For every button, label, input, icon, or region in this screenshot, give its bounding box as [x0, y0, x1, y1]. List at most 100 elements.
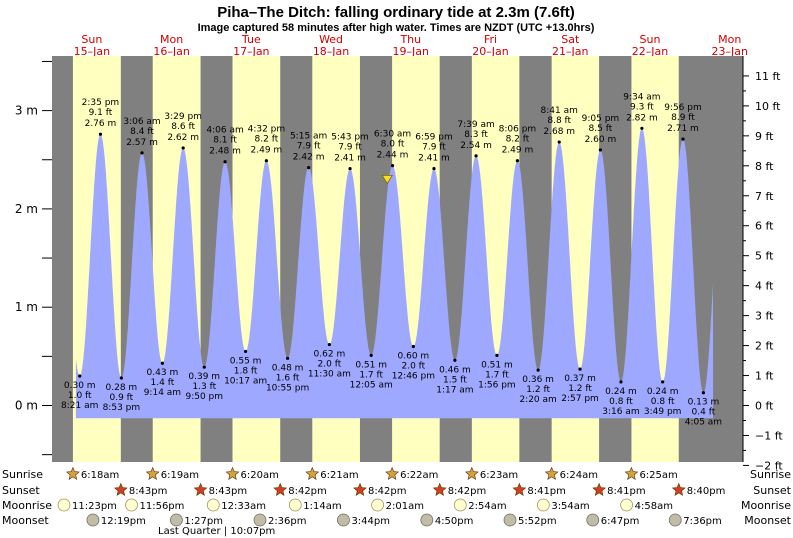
right-axis-tick-label: 5 ft	[755, 250, 774, 263]
right-axis-tick-label: 8 ft	[755, 160, 774, 173]
low-tide-metres: 0.30 m	[64, 381, 96, 391]
sunset-time: 8:41pm	[527, 486, 566, 497]
moonset-icon	[86, 513, 100, 527]
left-axis-tick-label: 1 m	[15, 300, 38, 314]
chart-title: Piha–The Ditch: falling ordinary tide at…	[217, 4, 575, 21]
astro-row-label-right: Sunrise	[750, 468, 791, 481]
high-tide-dot	[264, 159, 268, 163]
day-name: Sun	[640, 33, 661, 46]
high-tide-time: 8:41 am	[541, 106, 578, 116]
low-tide-metres: 0.48 m	[272, 363, 304, 373]
astro-row-label-right: Moonrise	[741, 499, 791, 512]
high-tide-dot	[640, 126, 644, 130]
sunset-icon	[353, 482, 367, 496]
high-tide-dot	[515, 159, 520, 163]
sunset-time: 8:42pm	[288, 486, 327, 497]
moonset-icon	[253, 513, 267, 527]
left-axis-tick-label: 2 m	[15, 202, 38, 216]
moonrise-icon	[206, 498, 220, 512]
low-tide-feet: 1.0 ft	[68, 391, 92, 401]
high-tide-feet: 7.9 ft	[338, 143, 362, 153]
low-tide-dot	[536, 368, 540, 372]
high-tide-feet: 9.1 ft	[89, 108, 113, 118]
low-tide-feet: 2.0 ft	[401, 362, 425, 372]
right-axis-tick-label: 10 ft	[755, 100, 781, 113]
low-tide-metres: 0.60 m	[398, 352, 430, 362]
low-tide-dot	[78, 374, 82, 378]
low-tide-metres: 0.24 m	[605, 387, 637, 397]
high-tide-feet: 8.0 ft	[381, 140, 405, 150]
low-tide-feet: 0.8 ft	[651, 397, 675, 407]
low-tide-time: 4:05 am	[685, 418, 722, 428]
moonset-icon	[420, 513, 434, 527]
sunset-time: 8:42pm	[368, 486, 407, 497]
low-tide-time: 3:16 am	[602, 407, 639, 417]
sunset-icon	[113, 482, 128, 496]
right-axis-tick-label: 11 ft	[755, 70, 781, 83]
high-tide-feet: 7.9 ft	[422, 143, 446, 153]
sunrise-time: 6:20am	[240, 470, 278, 481]
high-tide-time: 2:35 pm	[82, 98, 120, 108]
day-date: 21–Jan	[552, 45, 588, 58]
low-tide-time: 10:55 pm	[266, 383, 309, 393]
sunset-icon	[273, 482, 288, 496]
moonset-icon	[337, 513, 350, 527]
high-tide-dot	[307, 166, 311, 170]
tide-area	[75, 128, 714, 419]
right-axis-tick-label: −1 ft	[755, 429, 783, 442]
low-tide-feet: 1.7 ft	[485, 370, 509, 380]
left-axis-tick-label: 0 m	[15, 399, 38, 413]
low-tide-metres: 0.36 m	[522, 375, 554, 385]
high-tide-dot	[98, 132, 103, 136]
astro-row-label-left: Moonset	[2, 514, 49, 527]
astro-row-label-left: Moonrise	[2, 499, 52, 512]
sunrise-time: 6:18am	[81, 470, 119, 481]
high-tide-feet: 8.2 ft	[506, 135, 530, 145]
low-tide-feet: 1.8 ft	[234, 366, 258, 376]
high-tide-feet: 8.3 ft	[464, 130, 488, 140]
high-tide-time: 7:39 am	[457, 120, 494, 130]
sunset-time: 8:43pm	[209, 486, 248, 497]
high-tide-dot	[223, 160, 227, 164]
day-date: 15–Jan	[74, 45, 110, 58]
moonset-time: 5:52pm	[518, 516, 557, 527]
sunrise-time: 6:24am	[560, 470, 598, 481]
sunrise-time: 6:22am	[400, 470, 438, 481]
high-tide-metres: 2.82 m	[626, 113, 658, 123]
sunset-time: 8:42pm	[448, 486, 487, 497]
high-tide-feet: 8.5 ft	[589, 124, 613, 134]
day-headers: Sun15–JanMon16–JanTue17–JanWed18–JanThu1…	[74, 33, 748, 58]
moonrise-time: 12:33am	[221, 501, 266, 512]
moonset-icon	[586, 513, 600, 527]
day-date: 17–Jan	[233, 45, 269, 58]
low-tide-time: 11:30 am	[308, 370, 351, 380]
low-tide-feet: 2.0 ft	[318, 360, 342, 370]
low-tide-metres: 0.62 m	[314, 350, 346, 360]
moonset-time: 7:36pm	[683, 516, 722, 527]
sunrise-time: 6:19am	[161, 470, 199, 481]
moonrise-icon	[453, 498, 467, 512]
low-tide-feet: 1.3 ft	[192, 382, 216, 392]
low-tide-metres: 0.51 m	[355, 360, 387, 370]
moonset-icon	[668, 513, 682, 527]
sunset-icon	[512, 482, 527, 496]
low-tide-time: 1:56 pm	[478, 380, 516, 390]
high-tide-metres: 2.71 m	[667, 124, 699, 134]
astro-row-label-left: Sunrise	[2, 468, 43, 481]
right-axis-tick-label: 4 ft	[755, 280, 774, 293]
sunset-time: 8:41pm	[607, 486, 646, 497]
low-tide-feet: 0.8 ft	[609, 397, 633, 407]
low-tide-dot	[160, 361, 164, 365]
low-tide-feet: 0.9 ft	[110, 393, 134, 403]
low-tide-time: 3:49 pm	[644, 407, 682, 417]
moonrise-time: 3:54am	[551, 501, 589, 512]
moonset-time: 1:27pm	[184, 516, 223, 527]
high-tide-dot	[181, 146, 185, 150]
high-tide-feet: 8.4 ft	[130, 127, 154, 137]
high-tide-time: 3:29 pm	[164, 112, 202, 122]
high-tide-metres: 2.57 m	[126, 138, 158, 148]
low-tide-feet: 1.2 ft	[526, 385, 550, 395]
low-tide-dot	[495, 353, 499, 357]
day-name: Thu	[399, 33, 421, 46]
low-tide-feet: 0.4 ft	[692, 408, 716, 418]
